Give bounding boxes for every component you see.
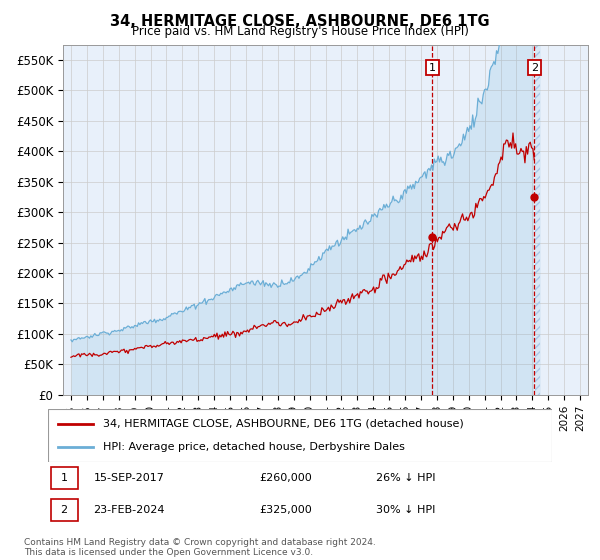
Text: 23-FEB-2024: 23-FEB-2024 [94, 505, 165, 515]
Text: 1: 1 [429, 63, 436, 73]
Text: 1: 1 [61, 473, 68, 483]
Text: 30% ↓ HPI: 30% ↓ HPI [376, 505, 435, 515]
Text: Contains HM Land Registry data © Crown copyright and database right 2024.
This d: Contains HM Land Registry data © Crown c… [24, 538, 376, 557]
Text: 2: 2 [530, 63, 538, 73]
Text: 34, HERMITAGE CLOSE, ASHBOURNE, DE6 1TG: 34, HERMITAGE CLOSE, ASHBOURNE, DE6 1TG [110, 14, 490, 29]
Text: £260,000: £260,000 [260, 473, 313, 483]
FancyBboxPatch shape [48, 409, 552, 462]
Text: 2: 2 [61, 505, 68, 515]
Text: 15-SEP-2017: 15-SEP-2017 [94, 473, 164, 483]
Text: HPI: Average price, detached house, Derbyshire Dales: HPI: Average price, detached house, Derb… [103, 442, 406, 452]
Text: £325,000: £325,000 [260, 505, 313, 515]
FancyBboxPatch shape [50, 468, 78, 489]
Text: 34, HERMITAGE CLOSE, ASHBOURNE, DE6 1TG (detached house): 34, HERMITAGE CLOSE, ASHBOURNE, DE6 1TG … [103, 419, 464, 429]
Text: Price paid vs. HM Land Registry's House Price Index (HPI): Price paid vs. HM Land Registry's House … [131, 25, 469, 38]
FancyBboxPatch shape [50, 499, 78, 521]
Text: 26% ↓ HPI: 26% ↓ HPI [376, 473, 435, 483]
